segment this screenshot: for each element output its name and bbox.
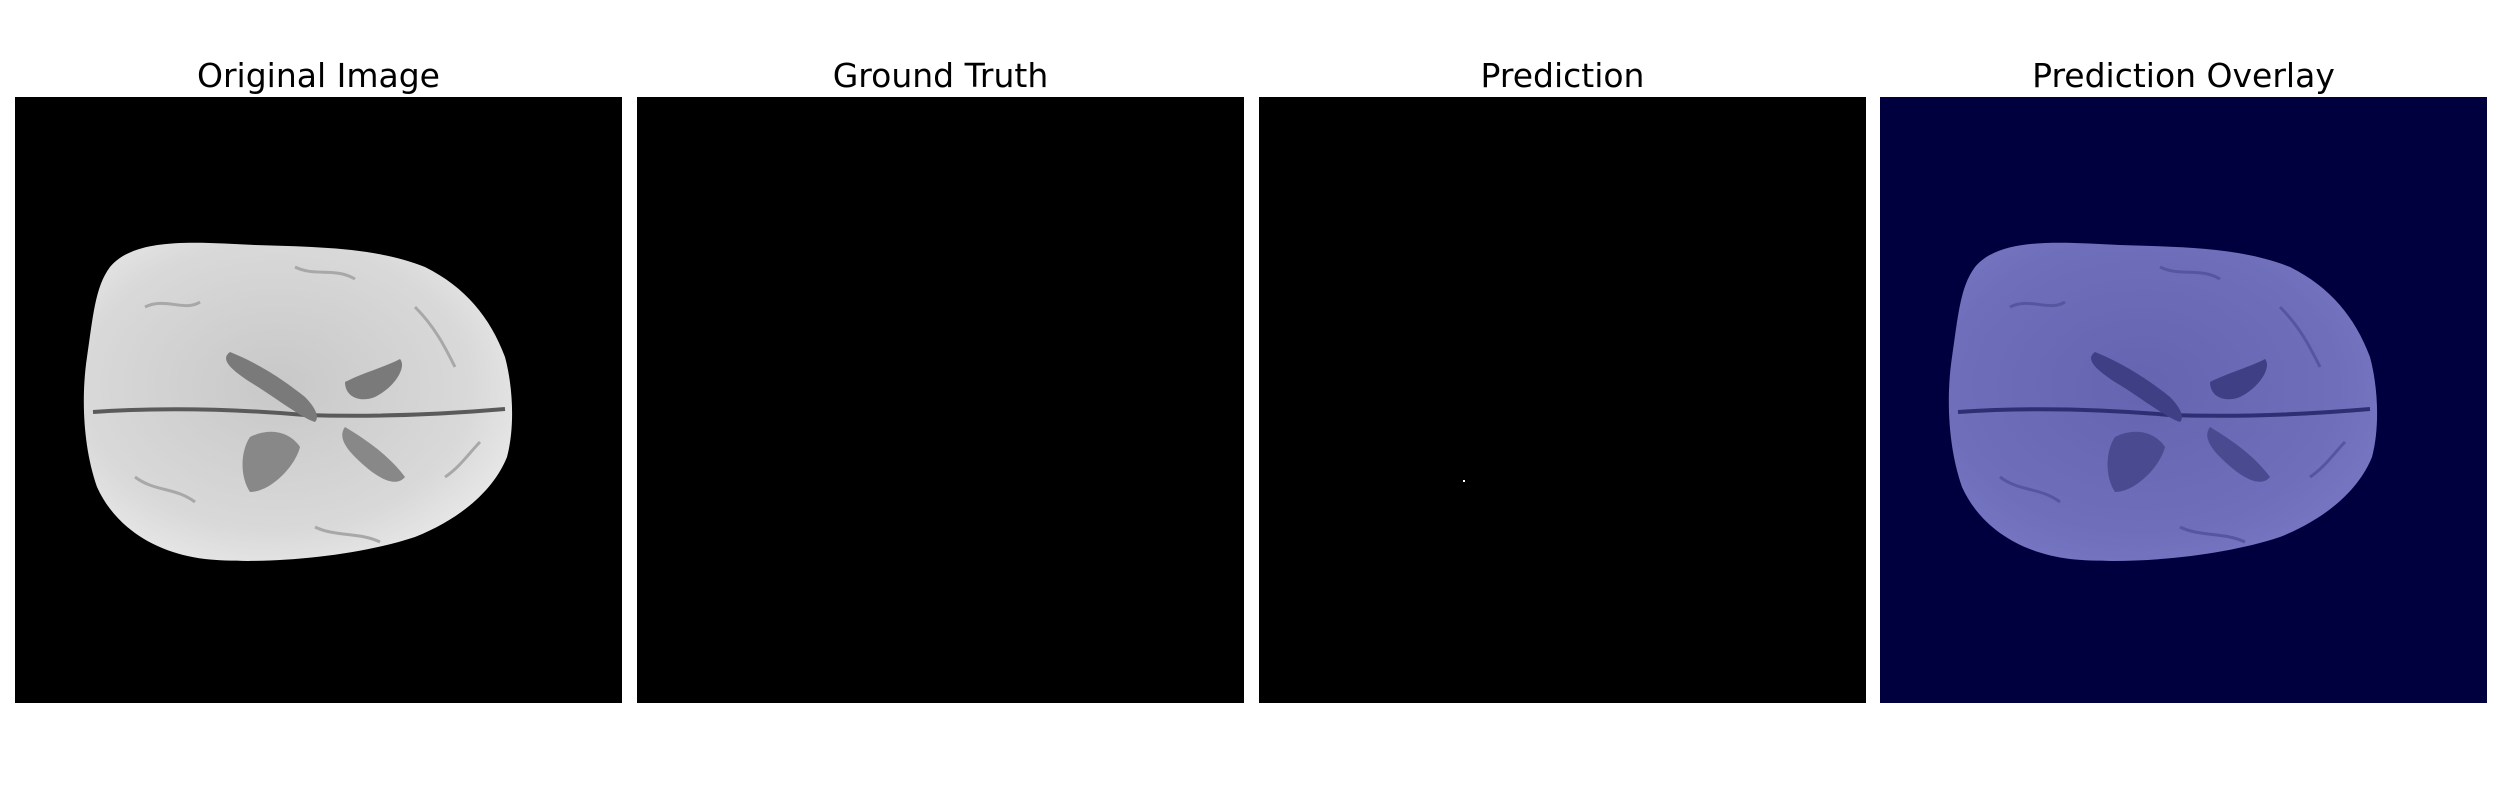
prediction-overlay-panel bbox=[1880, 97, 2487, 703]
prediction-dot bbox=[1463, 480, 1465, 482]
prediction-panel bbox=[1259, 97, 1866, 703]
panel-title-prediction-overlay: Prediction Overlay bbox=[2032, 56, 2335, 95]
panel-title-ground-truth: Ground Truth bbox=[832, 56, 1049, 95]
brain-shape bbox=[83, 242, 513, 561]
brain-overlay-shape bbox=[1948, 242, 2378, 561]
ground-truth-mask bbox=[637, 97, 1244, 703]
prediction-mask bbox=[1259, 97, 1866, 703]
panel-title-original-image: Original Image bbox=[197, 56, 440, 95]
prediction-overlay bbox=[1880, 97, 2487, 703]
panel-title-prediction: Prediction bbox=[1480, 56, 1645, 95]
original-image-panel bbox=[15, 97, 622, 703]
ground-truth-panel bbox=[637, 97, 1244, 703]
original-image bbox=[15, 97, 622, 703]
